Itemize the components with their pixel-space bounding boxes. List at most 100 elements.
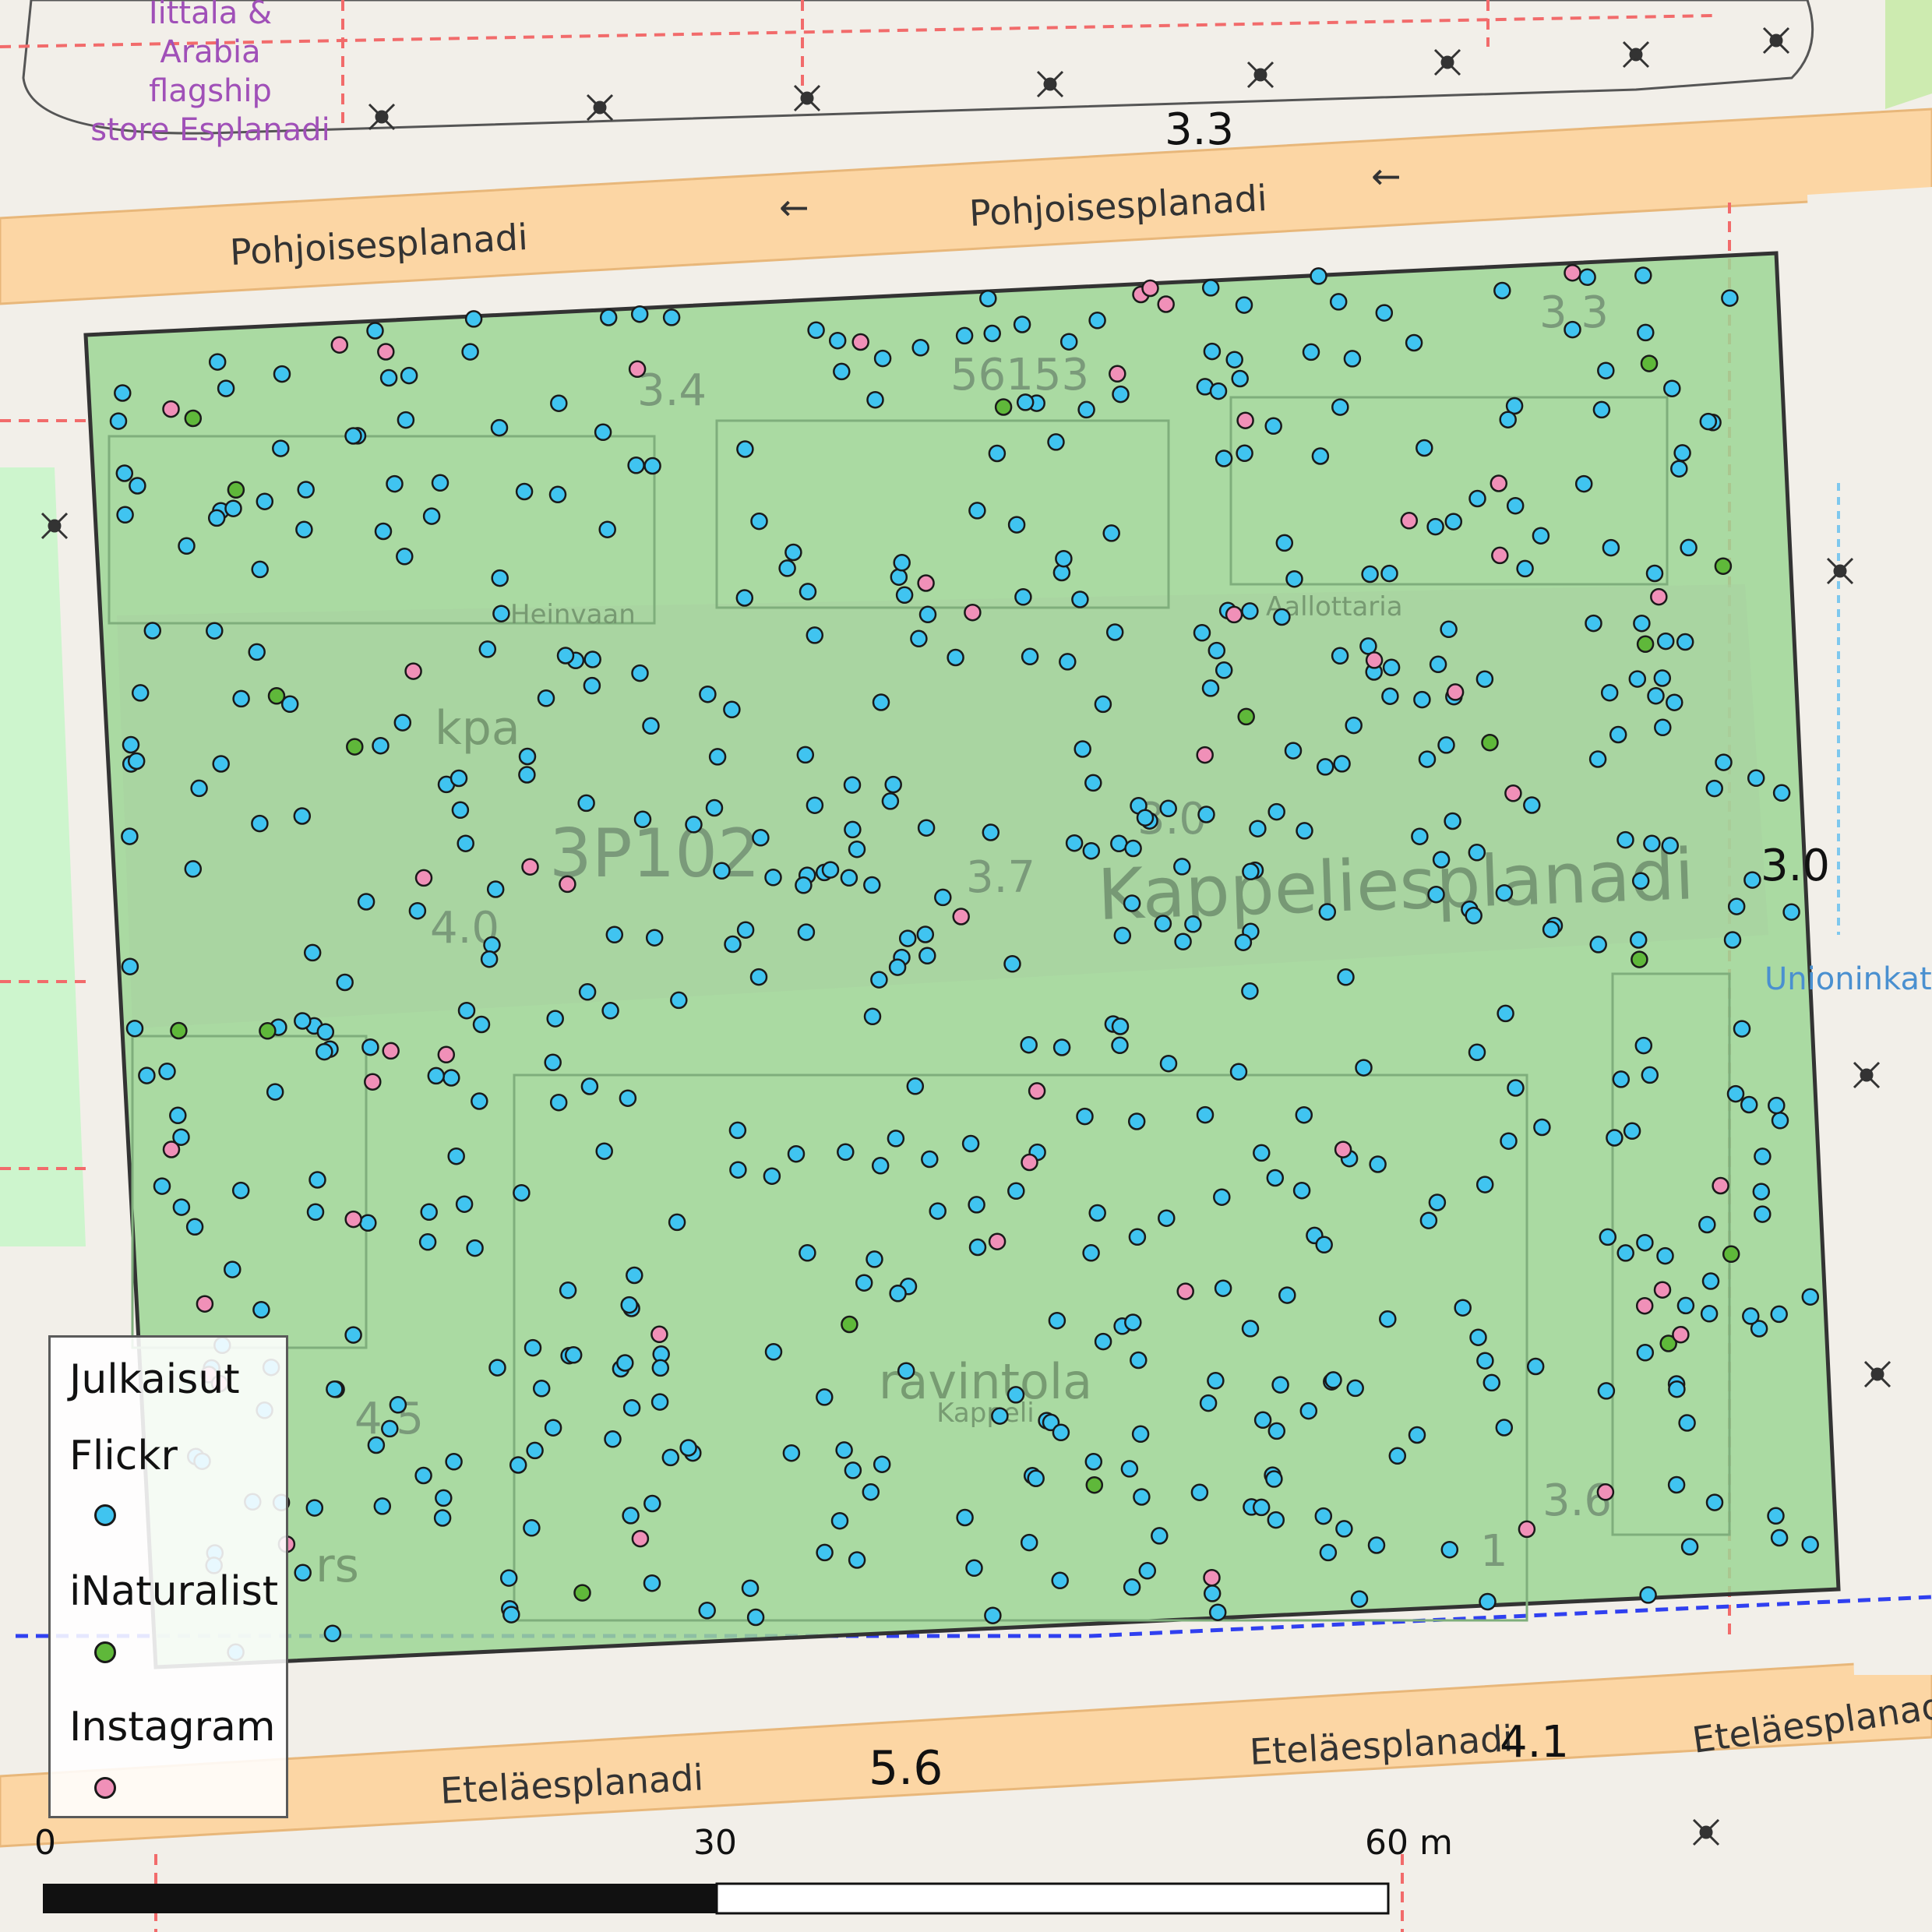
flickr-point <box>645 929 664 947</box>
flickr-point <box>114 384 132 402</box>
flickr-point <box>1253 1144 1271 1162</box>
park-left <box>0 467 86 1246</box>
flickr-point <box>266 1083 284 1101</box>
flickr-point <box>806 796 824 814</box>
flickr-point <box>1523 796 1541 814</box>
legend-label-instagram: Instagram <box>69 1704 276 1750</box>
flickr-point <box>169 1106 187 1125</box>
building-number-1: 3.4 <box>637 365 707 416</box>
poi-label-iittala: Iittala & <box>149 0 272 31</box>
flickr-point <box>1585 614 1602 633</box>
flickr-point <box>357 893 375 911</box>
flickr-point <box>1110 834 1128 853</box>
legend-dot-instagram <box>94 1777 116 1799</box>
flickr-point <box>1676 1296 1695 1315</box>
flickr-point <box>604 1430 622 1448</box>
flickr-point <box>1310 267 1327 285</box>
road-etelaesplanadi <box>0 1658 1932 1848</box>
inaturalist-point <box>1237 707 1255 726</box>
flickr-point <box>1124 839 1142 858</box>
flickr-point <box>983 324 1001 343</box>
flickr-point <box>549 1093 568 1112</box>
flickr-point <box>523 1519 541 1537</box>
flickr-point <box>389 1396 407 1414</box>
flickr-point <box>1136 809 1155 827</box>
flickr-point <box>837 1143 855 1162</box>
instagram-point <box>1596 1483 1615 1501</box>
flickr-point <box>698 1602 716 1620</box>
flickr-point <box>231 1181 250 1200</box>
legend-label-flickr: Flickr <box>69 1433 178 1479</box>
flickr-point <box>1612 1070 1631 1088</box>
flickr-point <box>305 1499 324 1517</box>
flickr-point <box>129 477 146 495</box>
top-block <box>22 0 1814 135</box>
flickr-point <box>206 622 224 640</box>
flickr-point <box>583 676 601 695</box>
flickr-point <box>185 1218 204 1236</box>
instagram-points <box>162 263 1729 1587</box>
building-number-4: 3P102 <box>549 815 760 893</box>
flickr-point <box>889 1285 907 1303</box>
flickr-point <box>546 1010 564 1028</box>
flickr-point <box>455 1195 474 1213</box>
flickr-point <box>578 983 597 1001</box>
flickr-point <box>881 792 900 810</box>
instagram-point <box>1109 365 1126 383</box>
instagram-point <box>1712 1176 1729 1195</box>
flickr-point <box>866 1250 883 1268</box>
flickr-point <box>400 366 418 385</box>
instagram-point <box>559 875 576 894</box>
flickr-point <box>518 766 536 784</box>
flickr-point <box>601 1002 619 1020</box>
flickr-point <box>1506 496 1525 515</box>
flickr-point <box>550 394 568 412</box>
instagram-point <box>1334 1141 1352 1158</box>
flickr-point <box>643 1574 661 1592</box>
flickr-point <box>961 1134 980 1153</box>
flickr-point <box>583 650 601 668</box>
flickr-point <box>787 1144 806 1163</box>
flickr-point <box>1747 769 1765 788</box>
flickr-point <box>984 1606 1002 1624</box>
flickr-point <box>526 1441 544 1460</box>
instagram-point <box>952 908 970 925</box>
flickr-point <box>1159 1054 1178 1073</box>
inaturalist-point <box>1714 557 1733 575</box>
flickr-point <box>1231 369 1249 388</box>
flickr-point <box>1003 955 1021 973</box>
flickr-point <box>212 755 230 773</box>
flickr-point <box>408 901 427 920</box>
flickr-point <box>1265 1470 1283 1488</box>
flickr-point <box>1631 872 1650 890</box>
flickr-point <box>502 1606 520 1624</box>
flickr-point <box>1154 915 1172 933</box>
flickr-point <box>1767 1507 1785 1525</box>
flickr-point <box>1196 1105 1215 1124</box>
flickr-point <box>619 1089 637 1107</box>
flickr-point <box>1656 632 1675 650</box>
flickr-point <box>190 779 208 798</box>
flickr-point <box>728 1121 747 1140</box>
scale-label-0: 0 <box>34 1823 56 1863</box>
flickr-point <box>1616 1244 1634 1262</box>
flickr-point <box>1705 1493 1724 1511</box>
flickr-point <box>232 689 250 708</box>
instagram-point <box>521 858 539 876</box>
flickr-point <box>1382 658 1401 677</box>
flickr-point <box>844 820 862 839</box>
inaturalist-point <box>346 738 364 756</box>
flickr-point <box>1715 753 1733 771</box>
flickr-point <box>1207 1372 1225 1390</box>
flickr-point <box>297 481 315 499</box>
flickr-point <box>518 747 537 766</box>
instagram-point <box>382 1042 400 1060</box>
flickr-point <box>906 1077 925 1095</box>
flickr-point <box>988 444 1007 463</box>
flickr-point <box>1055 549 1073 568</box>
instagram-point <box>1141 279 1159 298</box>
flickr-point <box>483 936 501 954</box>
flickr-point <box>326 1380 344 1398</box>
flickr-point <box>1158 1209 1176 1227</box>
